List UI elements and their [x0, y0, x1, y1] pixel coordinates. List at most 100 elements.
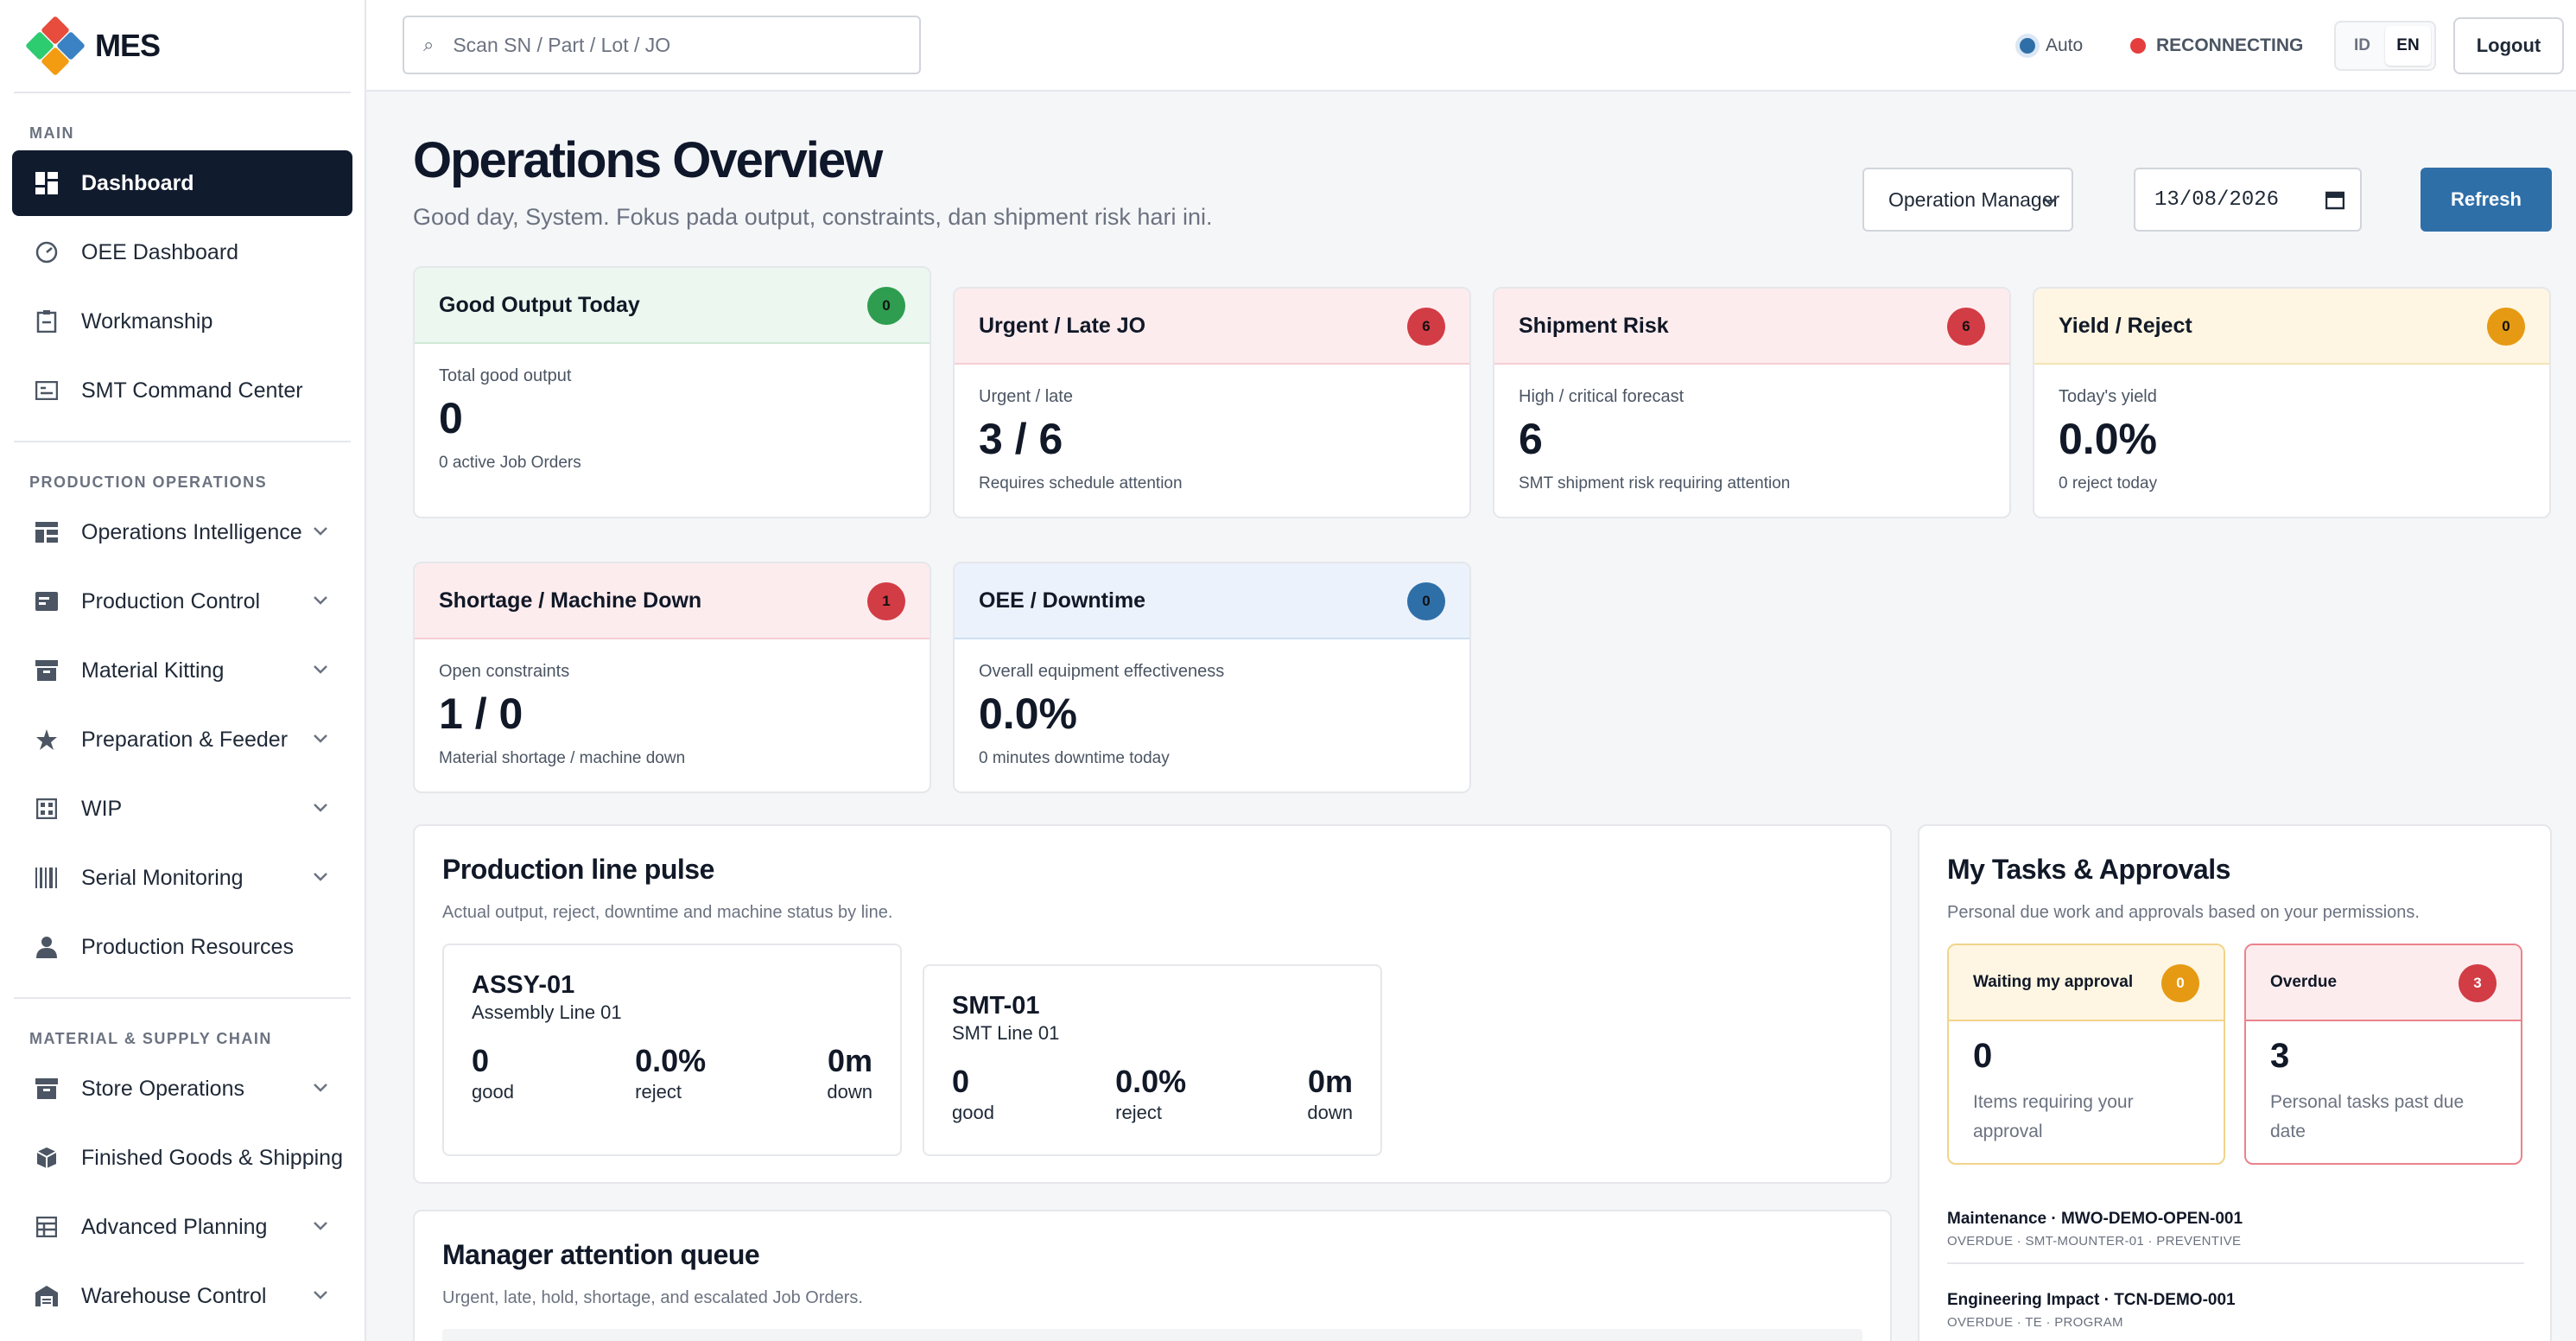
sidebar-item-workmanship[interactable]: Workmanship: [12, 289, 352, 354]
kpi-card-header: Shipment Risk 6: [1494, 289, 2009, 365]
chevron-down-icon[interactable]: [308, 657, 333, 683]
card-icon: [35, 589, 59, 613]
kpi-label: Total good output: [439, 366, 572, 385]
sidebar-item-label: Operations Intelligence: [81, 519, 302, 544]
refresh-button[interactable]: Refresh: [2421, 168, 2552, 232]
reject-label: reject: [1115, 1102, 1162, 1123]
task-card-title: Overdue: [2270, 973, 2338, 991]
calendar-icon[interactable]: [2325, 188, 2345, 218]
sidebar-item-operations-intelligence[interactable]: Operations Intelligence: [12, 499, 352, 565]
language-switcher[interactable]: ID EN: [2334, 21, 2436, 71]
chevron-down-icon[interactable]: [308, 1213, 333, 1239]
task-item-title: Engineering Impact · TCN-DEMO-001: [1947, 1291, 2236, 1309]
kpi-card-header: Yield / Reject 0: [2034, 289, 2549, 365]
my-tasks-panel: My Tasks & Approvals Personal due work a…: [1918, 824, 2552, 1341]
panel-subtitle: Actual output, reject, downtime and mach…: [442, 903, 893, 922]
date-value: 13/08/2026: [2154, 187, 2280, 212]
auto-refresh-indicator[interactable]: Auto: [2020, 26, 2083, 66]
status-dot-icon: [2020, 38, 2035, 54]
kpi-value: 6: [1519, 415, 1543, 463]
user-icon: [35, 935, 59, 959]
lang-en-option[interactable]: EN: [2385, 26, 2431, 66]
kpi-note: 0 reject today: [2059, 474, 2158, 493]
kpi-label: Overall equipment effectiveness: [979, 662, 1225, 681]
task-description: Items requiring your approval: [1973, 1092, 2134, 1141]
logout-button[interactable]: Logout: [2453, 17, 2564, 74]
sidebar-item-preparation-feeder[interactable]: Preparation & Feeder: [12, 707, 352, 772]
search-box[interactable]: ⌕: [403, 16, 921, 74]
overdue-card[interactable]: Overdue 3 3 Personal tasks past due date: [2244, 944, 2522, 1165]
line-card-smt-01[interactable]: SMT-01 SMT Line 01 0 good 0.0% reject 0m do…: [923, 964, 1382, 1156]
kpi-note: Material shortage / machine down: [439, 749, 686, 767]
role-select[interactable]: Operation Manager: [1862, 168, 2073, 232]
chevron-down-icon[interactable]: [308, 588, 333, 613]
sidebar-item-advanced-planning[interactable]: Advanced Planning: [12, 1194, 352, 1260]
kpi-card-header: OEE / Downtime 0: [955, 563, 1469, 639]
kpi-value: 1 / 0: [439, 690, 523, 738]
kpi-label: Today's yield: [2059, 387, 2157, 406]
barcode-icon: [35, 866, 59, 890]
task-item[interactable]: Maintenance · MWO-DEMO-OPEN-001 OVERDUE …: [1947, 1210, 2524, 1264]
kpi-card-shipment-risk[interactable]: Shipment Risk 6 High / critical forecast…: [1493, 287, 2011, 518]
sidebar-item-serial-monitoring[interactable]: Serial Monitoring: [12, 845, 352, 911]
kpi-value: 0.0%: [2059, 415, 2157, 463]
sidebar-item-label: Advanced Planning: [81, 1214, 268, 1239]
count-badge: 0: [1407, 582, 1445, 620]
lang-id-option[interactable]: ID: [2354, 36, 2370, 54]
brand[interactable]: MES: [0, 0, 365, 92]
down-label: down: [827, 1081, 872, 1103]
waiting-approval-card[interactable]: Waiting my approval 0 0 Items requiring …: [1947, 944, 2225, 1165]
date-input[interactable]: 13/08/2026: [2134, 168, 2362, 232]
count-badge: 1: [867, 582, 905, 620]
sidebar-item-material-kitting[interactable]: Material Kitting: [12, 638, 352, 703]
count-badge: 3: [2459, 964, 2497, 1002]
kpi-card-shortage-machine-down[interactable]: Shortage / Machine Down 1 Open constrain…: [413, 562, 931, 793]
kpi-card-good-output[interactable]: Good Output Today 0 Total good output 0 …: [413, 266, 931, 518]
sidebar-divider: [14, 997, 351, 999]
task-item-meta: OVERDUE · TE · PROGRAM: [1947, 1315, 2123, 1330]
chevron-down-icon[interactable]: [308, 518, 333, 544]
role-select-value: Operation Manager: [1888, 187, 2060, 211]
sidebar-item-dashboard[interactable]: Dashboard: [12, 150, 352, 216]
sidebar-item-wip[interactable]: WIP: [12, 776, 352, 842]
chevron-down-icon[interactable]: [308, 1282, 333, 1308]
sidebar-item-production-control[interactable]: Production Control: [12, 569, 352, 634]
sidebar-item-production-resources[interactable]: Production Resources: [12, 914, 352, 980]
panel-title: Production line pulse: [442, 854, 714, 885]
line-card-assy-01[interactable]: ASSY-01 Assembly Line 01 0 good 0.0% rejec…: [442, 944, 902, 1156]
sidebar-item-smt-command-center[interactable]: SMT Command Center: [12, 358, 352, 423]
count-badge: 0: [2487, 308, 2525, 346]
page-title: Operations Overview: [413, 132, 883, 188]
kpi-card-title: Urgent / Late JO: [979, 313, 1146, 338]
task-card-title: Waiting my approval: [1973, 973, 2134, 991]
task-item[interactable]: Engineering Impact · TCN-DEMO-001 OVERDU…: [1947, 1291, 2524, 1330]
good-value: 0: [472, 1043, 490, 1078]
grid-icon: [35, 797, 59, 821]
kpi-card-urgent-late-jo[interactable]: Urgent / Late JO 6 Urgent / late 3 / 6 R…: [953, 287, 1471, 518]
sidebar-item-oee-dashboard[interactable]: OEE Dashboard: [12, 219, 352, 285]
sidebar-item-warehouse-control[interactable]: Warehouse Control: [12, 1263, 352, 1329]
chevron-down-icon[interactable]: [308, 1075, 333, 1101]
line-name: Assembly Line 01: [472, 1001, 622, 1023]
connection-status: RECONNECTING: [2130, 26, 2303, 66]
kpi-card-header: Urgent / Late JO 6: [955, 289, 1469, 365]
good-label: good: [472, 1081, 514, 1103]
search-input[interactable]: [453, 33, 868, 57]
kpi-card-yield-reject[interactable]: Yield / Reject 0 Today's yield 0.0% 0 re…: [2033, 287, 2551, 518]
kpi-label: High / critical forecast: [1519, 387, 1685, 406]
sidebar-item-finished-goods-shipping[interactable]: Finished Goods & Shipping: [12, 1125, 352, 1191]
good-value: 0: [952, 1064, 970, 1099]
line-name: SMT Line 01: [952, 1022, 1060, 1044]
kpi-card-oee-downtime[interactable]: OEE / Downtime 0 Overall equipment effec…: [953, 562, 1471, 793]
sidebar-item-store-operations[interactable]: Store Operations: [12, 1056, 352, 1122]
chevron-down-icon[interactable]: [308, 726, 333, 752]
kpi-card-title: Yield / Reject: [2059, 313, 2192, 338]
task-card-header: Overdue 3: [2246, 945, 2521, 1021]
status-dot-icon: [2130, 38, 2146, 54]
kpi-card-header: Shortage / Machine Down 1: [415, 563, 930, 639]
sidebar: MES MAIN Dashboard OEE Dashboard Workman…: [0, 0, 366, 1341]
chevron-down-icon[interactable]: [308, 795, 333, 821]
chevron-down-icon[interactable]: [308, 864, 333, 890]
layout-icon: [35, 520, 59, 544]
queue-table-header: [442, 1329, 1862, 1341]
